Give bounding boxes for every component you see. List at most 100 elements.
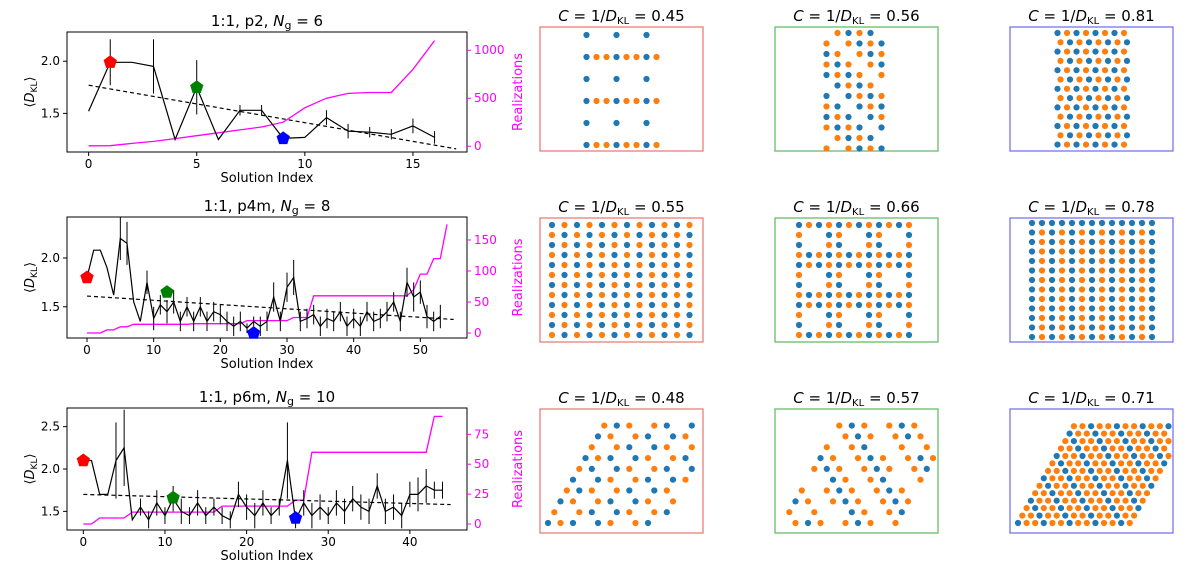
particle [1068,314,1076,322]
particle [651,422,658,429]
particle [1100,490,1108,497]
particle [1152,475,1159,482]
particle [1068,333,1076,341]
particle [845,301,853,309]
particle [1156,438,1163,445]
particle [576,509,583,516]
particle [1118,490,1125,497]
particle [573,241,581,249]
particle [895,291,903,299]
y-tick-label: 2.0 [41,251,60,265]
particle [613,97,620,105]
particle [661,331,668,339]
particle [1108,314,1116,322]
particle [644,433,652,440]
particle [1088,238,1096,246]
particle [855,221,863,229]
particle [632,498,639,505]
particle [583,119,590,127]
particle [905,241,913,249]
particle [1048,305,1056,312]
particle [825,241,833,249]
particle [1036,482,1043,489]
particle [1123,57,1131,64]
particle [1128,305,1136,312]
marker-red [103,55,117,68]
particle [636,221,643,229]
particle [848,422,855,429]
particle [1079,497,1086,504]
particle [1096,482,1103,489]
particle [636,261,643,269]
particle [1079,423,1086,430]
particle [648,261,656,269]
particle [593,53,600,61]
particle [1139,482,1146,489]
particle [1078,276,1086,284]
particle [1045,482,1052,489]
particle [1108,305,1116,312]
particle [1118,219,1126,227]
particle [1058,238,1066,246]
particle [1148,333,1156,341]
particle [1098,248,1106,255]
particle [1028,324,1036,331]
particle [1138,229,1146,236]
particle [598,291,606,299]
particle [1113,467,1120,474]
particle [855,331,863,339]
particle [623,281,631,289]
particle [648,301,656,309]
particle [865,291,873,299]
particle [583,97,590,105]
particle [686,321,693,329]
particle [885,331,893,339]
particle [1101,48,1109,55]
particle [1048,248,1056,255]
particle [573,331,581,339]
y2-tick-label: 0 [474,326,482,340]
particle [1048,286,1056,293]
particle [1078,295,1086,303]
x-tick-label: 40 [346,343,361,357]
panel-title: C = 1/DKL = 0.55 [558,198,684,218]
particle [663,444,670,451]
particle [1049,460,1056,467]
particle [663,422,670,429]
particle [611,321,618,329]
particle [1057,519,1065,527]
particle [548,331,556,339]
particle [1118,460,1125,467]
particle [1104,39,1112,46]
particle [865,231,873,239]
particle [1058,229,1066,236]
particle [1088,267,1096,274]
series-trend [88,84,457,150]
particle [1066,460,1073,467]
particle [805,291,813,299]
particle [682,455,689,462]
particle [1123,132,1131,139]
particle [1135,490,1142,497]
particle [1122,467,1129,474]
particle [623,271,631,279]
particle [651,509,658,516]
particle [563,487,570,494]
panel-title: C = 1/DKL = 0.45 [558,7,684,27]
particle [1148,248,1156,255]
particle [561,321,568,329]
particle [905,331,913,339]
particle [867,433,874,440]
particle [1057,113,1064,120]
particle [594,498,602,505]
particle [1028,286,1036,293]
particle [867,145,874,152]
particle [795,301,803,309]
particle [1148,286,1156,293]
particle [1083,475,1090,482]
particle [663,509,670,516]
particle [1066,430,1073,437]
particle [1082,85,1090,92]
y2-tick-label: 0 [474,139,482,153]
particle [573,301,581,309]
